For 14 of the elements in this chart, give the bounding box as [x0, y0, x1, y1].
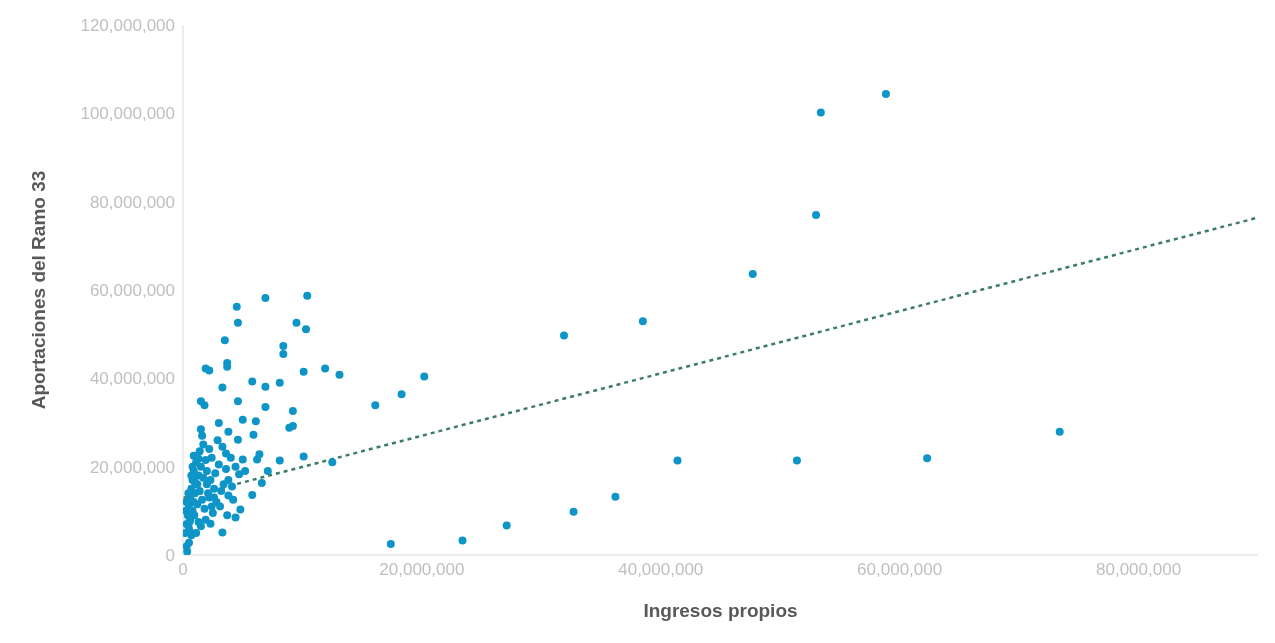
y-tick-label: 100,000,000 [80, 104, 175, 124]
x-tick-label: 40,000,000 [618, 560, 704, 580]
y-tick-label: 60,000,000 [89, 281, 175, 301]
x-tick-label: 80,000,000 [1096, 560, 1182, 580]
x-tick-label: 0 [178, 560, 188, 580]
y-axis-title: Aportaciones del Ramo 33 [27, 170, 49, 410]
y-tick-label: 0 [165, 546, 175, 566]
y-tick-label: 120,000,000 [80, 16, 175, 36]
y-tick-label: 40,000,000 [89, 369, 175, 389]
y-tick-label: 20,000,000 [89, 457, 175, 477]
x-axis-title: Ingresos propios [643, 600, 798, 621]
x-tick-label: 20,000,000 [379, 560, 465, 580]
y-tick-label: 80,000,000 [89, 192, 175, 212]
x-tick-label: 60,000,000 [857, 560, 943, 580]
